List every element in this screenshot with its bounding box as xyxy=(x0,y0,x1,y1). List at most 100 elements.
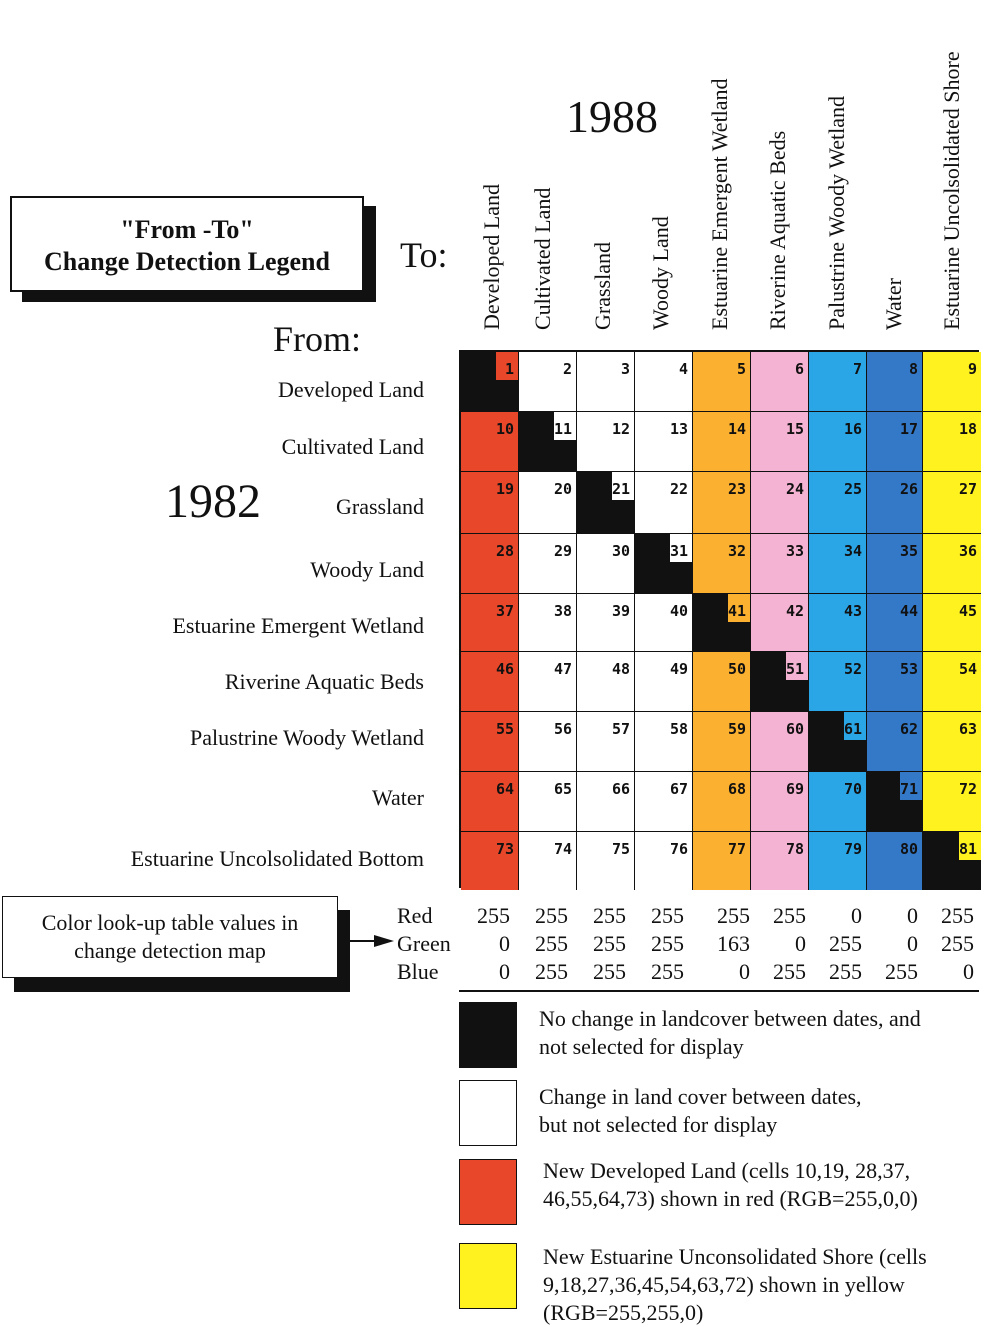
matrix-cell: 52 xyxy=(809,652,867,712)
matrix-cell: 44 xyxy=(867,594,923,652)
cell-number-box xyxy=(611,472,634,501)
matrix-cell: 59 xyxy=(693,712,751,772)
legend-swatch xyxy=(459,1159,517,1225)
cell-number: 38 xyxy=(553,602,572,620)
matrix-cell: 20 xyxy=(519,472,577,534)
cell-number: 24 xyxy=(785,480,804,498)
lut-value: 255 xyxy=(773,903,806,928)
legend-title-line1: "From -To" xyxy=(120,215,254,244)
matrix-cell: 80 xyxy=(867,832,923,890)
cell-number: 64 xyxy=(495,780,514,798)
row-label: Riverine Aquatic Beds xyxy=(224,669,424,694)
cell-number: 62 xyxy=(899,720,918,738)
matrix-cell: 73 xyxy=(461,832,519,890)
cell-number: 48 xyxy=(611,660,630,678)
cell-number: 21 xyxy=(611,480,630,498)
legend-text-line: Change in land cover between dates, xyxy=(539,1084,862,1109)
lut-value: 0 xyxy=(739,959,750,984)
cell-number: 75 xyxy=(611,840,630,858)
matrix-cell: 16 xyxy=(809,412,867,472)
cell-number: 32 xyxy=(727,542,746,560)
legend-swatch xyxy=(459,1002,517,1068)
column-header-label: Riverine Aquatic Beds xyxy=(765,130,790,330)
matrix-cell: 24 xyxy=(751,472,809,534)
cell-number: 12 xyxy=(611,420,630,438)
legend-text-line: No change in landcover between dates, an… xyxy=(539,1006,921,1031)
cell-number: 29 xyxy=(553,542,572,560)
lut-red-label: Red xyxy=(397,903,433,928)
matrix-cell: 4 xyxy=(635,352,693,412)
legend-divider xyxy=(459,990,979,992)
matrix-cell: 64 xyxy=(461,772,519,832)
cell-number: 23 xyxy=(727,480,746,498)
matrix-cell: 14 xyxy=(693,412,751,472)
matrix-cell: 13 xyxy=(635,412,693,472)
cell-number: 37 xyxy=(495,602,514,620)
cell-number-box xyxy=(958,832,981,861)
legend-text-line: 9,18,27,36,45,54,63,72) shown in yellow xyxy=(543,1272,905,1297)
column-header-label: Cultivated Land xyxy=(530,187,555,330)
matrix-cell: 33 xyxy=(751,534,809,594)
legend-title-line2: Change Detection Legend xyxy=(44,247,330,276)
legend-text: New Developed Land (cells 10,19, 28,37, 4… xyxy=(543,1157,918,1213)
matrix-cell: 7 xyxy=(809,352,867,412)
cell-number: 9 xyxy=(967,360,977,378)
cell-number: 22 xyxy=(669,480,688,498)
cell-number: 34 xyxy=(843,542,862,560)
matrix-cell: 30 xyxy=(577,534,635,594)
cell-number: 35 xyxy=(899,542,918,560)
cell-number: 80 xyxy=(899,840,918,858)
matrix-cell: 81 xyxy=(923,832,981,890)
cell-number: 47 xyxy=(553,660,572,678)
lut-value: 255 xyxy=(651,931,684,956)
matrix-cell: 66 xyxy=(577,772,635,832)
cell-number: 55 xyxy=(495,720,514,738)
cell-number: 28 xyxy=(495,542,514,560)
cell-number: 43 xyxy=(843,602,862,620)
cell-number: 45 xyxy=(958,602,977,620)
row-label: Water xyxy=(372,785,424,810)
matrix-cell: 63 xyxy=(923,712,981,772)
matrix-cell: 9 xyxy=(923,352,981,412)
matrix-cell: 18 xyxy=(923,412,981,472)
legend-text-line: New Developed Land (cells 10,19, 28,37, xyxy=(543,1158,911,1183)
matrix-cell: 37 xyxy=(461,594,519,652)
cell-number: 50 xyxy=(727,660,746,678)
lut-value: 255 xyxy=(535,903,568,928)
cell-number: 18 xyxy=(958,420,977,438)
matrix-cell: 36 xyxy=(923,534,981,594)
cell-number-box xyxy=(843,712,866,741)
cell-number: 78 xyxy=(785,840,804,858)
column-header-label: Water xyxy=(881,278,906,330)
matrix-cell: 17 xyxy=(867,412,923,472)
legend-swatch xyxy=(459,1080,517,1146)
matrix-cell: 71 xyxy=(867,772,923,832)
cell-number: 66 xyxy=(611,780,630,798)
matrix-cell: 19 xyxy=(461,472,519,534)
legend-text: New Estuarine Unconsolidated Shore (cell… xyxy=(543,1243,927,1327)
lut-value: 255 xyxy=(593,931,626,956)
arrow-icon xyxy=(338,935,394,947)
cell-number: 69 xyxy=(785,780,804,798)
cell-number: 59 xyxy=(727,720,746,738)
matrix-cell: 26 xyxy=(867,472,923,534)
cell-number: 30 xyxy=(611,542,630,560)
lut-caption-box: Color look-up table values in change det… xyxy=(2,896,338,978)
cell-number: 72 xyxy=(958,780,977,798)
legend-text-line: not selected for display xyxy=(539,1034,744,1059)
matrix-cell: 41 xyxy=(693,594,751,652)
matrix-cell: 29 xyxy=(519,534,577,594)
cell-number: 26 xyxy=(899,480,918,498)
lut-caption-line1: Color look-up table values in xyxy=(41,910,299,935)
cell-number: 73 xyxy=(495,840,514,858)
row-label: Palustrine Woody Wetland xyxy=(190,725,424,750)
to-year: 1988 xyxy=(566,91,658,142)
cell-number-box xyxy=(669,534,692,563)
matrix-cell: 77 xyxy=(693,832,751,890)
lut-caption-line2: change detection map xyxy=(74,938,266,963)
lut-value: 255 xyxy=(941,931,974,956)
lut-value: 255 xyxy=(829,931,862,956)
lut-value: 0 xyxy=(499,931,510,956)
lut-value: 255 xyxy=(717,903,750,928)
matrix-cell: 28 xyxy=(461,534,519,594)
